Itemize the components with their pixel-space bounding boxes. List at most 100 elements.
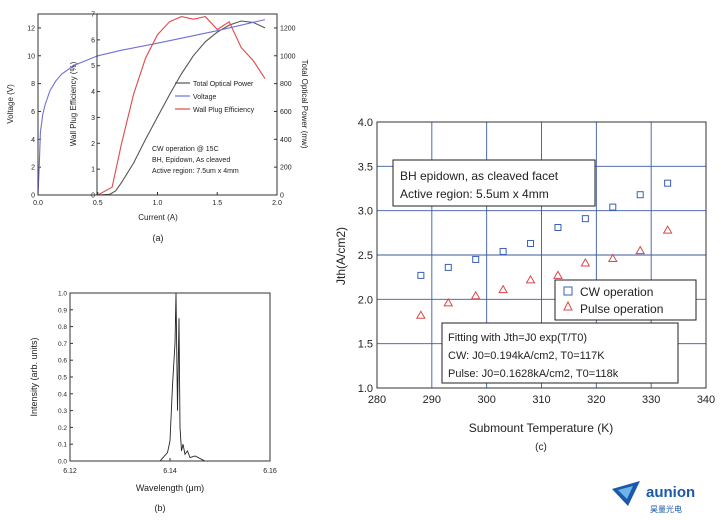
a-x-tick-label: 1.0 — [153, 200, 163, 207]
b-y-tick-label: 0.7 — [58, 341, 67, 348]
a-wpe-tick-label: 1 — [91, 167, 95, 174]
c-pulse-point — [580, 257, 591, 267]
panel-c-caption: (c) — [535, 442, 547, 453]
a-wpe-tick-label: 6 — [91, 37, 95, 44]
bottom-annotation-line-2: CW: J0=0.194kA/cm2, T0=117K — [448, 350, 605, 362]
c-x-tick-label: 300 — [477, 394, 495, 406]
panel-a-ylabel-wpe: Wall Plug Efficiency (%) — [69, 61, 78, 146]
c-cw-point — [636, 191, 644, 199]
a-voltage-tick-label: 0 — [31, 193, 35, 200]
c-x-tick-label: 320 — [587, 394, 605, 406]
c-pulse-point — [662, 225, 673, 234]
a-wpe-tick-label: 3 — [91, 115, 95, 122]
legend-label-pulse: Pulse operation — [580, 302, 663, 316]
a-voltage-tick-label: 8 — [31, 81, 35, 88]
b-y-tick-label: 0.8 — [58, 324, 67, 331]
a-series-line-wpe — [38, 15, 266, 196]
c-pulse-point — [607, 253, 618, 263]
logo-subtitle: 昊量光电 — [650, 504, 682, 514]
panel-b-caption: (b) — [155, 503, 166, 513]
a-series-line-power — [38, 20, 266, 196]
a-voltage-tick-label: 6 — [31, 109, 35, 116]
panel-c: Submount Temperature (K) Jth(A/cm2) BH e… — [334, 121, 707, 453]
c-y-tick-label: 3.0 — [358, 206, 373, 218]
a-x-tick-label: 2.0 — [272, 200, 282, 207]
b-spectrum-line — [70, 292, 270, 462]
panel-a-xlabel: Current (A) — [138, 213, 178, 222]
c-cw-point — [444, 263, 452, 271]
c-cw-point — [581, 215, 589, 223]
panel-a-ylabel-power: Total Optical Power (mw) — [300, 60, 309, 149]
annotation-line-2: BH, Epidown, As cleaved — [152, 157, 230, 164]
a-wpe-tick-label: 2 — [91, 141, 95, 148]
panel-b-xlabel: Wavelength (μm) — [136, 483, 204, 493]
panel-a-frame — [37, 13, 278, 196]
a-voltage-tick-label: 10 — [27, 53, 35, 60]
c-cw-point — [472, 255, 480, 263]
panel-c-legend: CW operation Pulse operation — [554, 279, 697, 321]
panel-c-bottom-annotation: Fitting with Jth=J0 exp(T/T0) CW: J0=0.1… — [441, 322, 679, 384]
b-x-tick-label: 6.16 — [263, 468, 277, 475]
c-pulse-point — [553, 270, 563, 279]
a-power-tick-label: 800 — [280, 81, 292, 88]
panel-c-xlabel: Submount Temperature (K) — [469, 421, 614, 435]
c-cw-point — [417, 271, 425, 279]
panel-c-ylabel: Jth(A/cm2) — [334, 227, 348, 285]
panel-b-ylabel: Intensity (arb. units) — [29, 337, 39, 416]
c-pulse-point — [525, 274, 536, 284]
c-y-tick-label: 3.5 — [358, 161, 373, 173]
c-pulse-point — [470, 290, 481, 300]
legend-label-wpe: Wall Plug Efficiency — [193, 107, 255, 114]
a-power-tick-label: 1200 — [280, 25, 296, 32]
logo-mark-inner-icon — [618, 486, 633, 499]
c-cw-point — [527, 239, 535, 247]
top-annotation-line-2: Active region: 5.5um x 4mm — [400, 187, 549, 201]
c-cw-point — [554, 224, 562, 232]
a-wpe-tick-label: 4 — [91, 89, 95, 96]
c-y-tick-label: 1.0 — [358, 383, 373, 395]
a-series-line-voltage — [37, 19, 266, 196]
c-x-tick-label: 310 — [532, 394, 550, 406]
a-x-tick-label: 0.0 — [33, 200, 43, 207]
c-x-tick-label: 340 — [697, 394, 715, 406]
legend-label-optical-power: Total Optical Power — [193, 81, 254, 88]
top-annotation-box — [392, 159, 596, 207]
a-x-tick-label: 1.5 — [212, 200, 222, 207]
a-power-tick-label: 200 — [280, 165, 292, 172]
legend-label-cw: CW operation — [580, 285, 653, 299]
a-power-tick-label: 0 — [280, 193, 284, 200]
top-annotation-line-1: BH epidown, as cleaved facet — [400, 169, 559, 183]
panel-a: Current (A) Voltage (V) Wall Plug Effici… — [6, 13, 309, 243]
a-power-tick-label: 1000 — [280, 53, 296, 60]
legend-marker-pulse — [563, 300, 573, 311]
b-y-tick-label: 0.0 — [58, 459, 67, 466]
c-x-tick-label: 280 — [368, 394, 386, 406]
panel-b: Wavelength (μm) Intensity (arb. units) (… — [29, 292, 271, 513]
a-wpe-tick-label: 5 — [91, 63, 95, 70]
c-x-tick-label: 330 — [642, 394, 660, 406]
panel-a-ylabel-voltage: Voltage (V) — [6, 84, 15, 124]
c-pulse-point — [443, 297, 454, 307]
a-wpe-tick-label: 0 — [91, 193, 95, 200]
c-y-tick-label: 2.0 — [358, 294, 373, 306]
panel-a-annotation: CW operation @ 15C BH, Epidown, As cleav… — [152, 146, 239, 175]
annotation-line-1: CW operation @ 15C — [152, 146, 219, 153]
b-y-tick-label: 0.9 — [58, 307, 67, 314]
a-voltage-tick-label: 2 — [31, 165, 35, 172]
panel-a-legend: Total Optical Power Voltage Wall Plug Ef… — [175, 81, 255, 114]
b-x-tick-label: 6.12 — [63, 468, 77, 475]
bottom-annotation-line-1: Fitting with Jth=J0 exp(T/T0) — [448, 332, 587, 344]
b-y-tick-label: 0.3 — [58, 408, 67, 415]
a-power-tick-label: 400 — [280, 137, 292, 144]
c-x-tick-label: 290 — [423, 394, 441, 406]
a-voltage-tick-label: 12 — [27, 25, 35, 32]
panel-b-frame — [69, 292, 271, 462]
c-pulse-point — [416, 310, 426, 319]
b-y-tick-label: 0.2 — [58, 425, 67, 432]
a-x-tick-label: 0.5 — [93, 200, 103, 207]
bottom-annotation-line-3: Pulse: J0=0.1628kA/cm2, T0=118k — [448, 368, 619, 380]
b-y-tick-label: 0.4 — [58, 391, 67, 398]
legend-marker-cw — [563, 286, 573, 296]
c-y-tick-label: 2.5 — [358, 250, 373, 262]
a-wpe-tick-label: 7 — [91, 12, 95, 19]
